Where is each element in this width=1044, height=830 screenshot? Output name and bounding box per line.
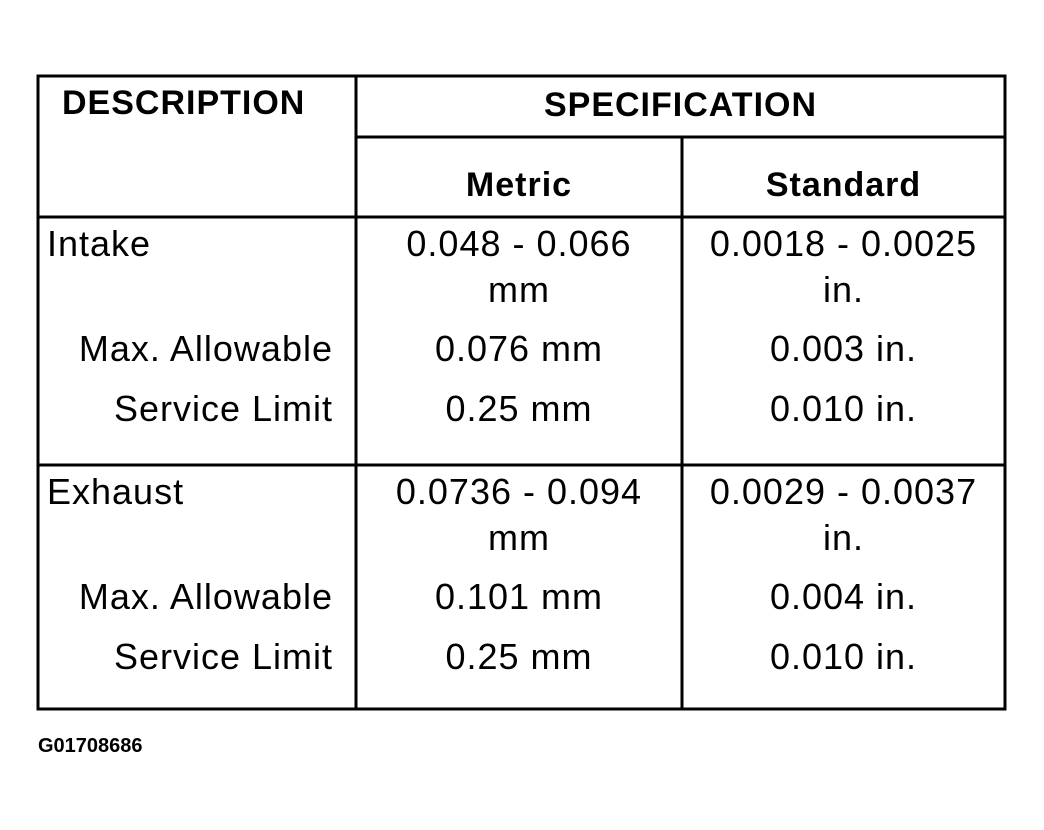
standard-value: 0.0018 - 0.0025 in. (682, 221, 1005, 313)
cell-text: 0.0018 - 0.0025 in. (709, 223, 978, 310)
row-description: Service Limit (113, 636, 333, 677)
header-description: DESCRIPTION (62, 84, 306, 122)
standard-value: 0.0029 - 0.0037 in. (682, 469, 1005, 561)
cell-text: 0.003 in. (769, 328, 918, 369)
metric-value: 0.101 mm (356, 574, 682, 620)
cell-text: 0.010 in. (769, 388, 918, 429)
cell-text: 0.010 in. (769, 636, 918, 677)
cell-text: 0.0029 - 0.0037 in. (709, 471, 978, 558)
metric-value: 0.076 mm (356, 326, 682, 372)
row-description: Exhaust (47, 471, 185, 512)
row-description: Max. Allowable (78, 576, 333, 617)
standard-value: 0.010 in. (682, 386, 1005, 432)
cell-text: 0.004 in. (769, 576, 918, 617)
standard-value: 0.010 in. (682, 634, 1005, 680)
cell-text: 0.048 - 0.066 mm (406, 223, 632, 310)
table-border (36, 74, 1007, 711)
header-specification: SPECIFICATION (543, 86, 818, 124)
figure-caption: G01708686 (38, 735, 143, 757)
cell-text: 0.101 mm (434, 576, 604, 617)
metric-value: 0.0736 - 0.094 mm (356, 469, 682, 561)
metric-value: 0.048 - 0.066 mm (356, 221, 682, 313)
header-metric: Metric (465, 166, 573, 204)
row-description: Intake (47, 223, 152, 264)
metric-value: 0.25 mm (356, 386, 682, 432)
row-description: Service Limit (113, 388, 333, 429)
metric-value: 0.25 mm (356, 634, 682, 680)
standard-value: 0.004 in. (682, 574, 1005, 620)
standard-value: 0.003 in. (682, 326, 1005, 372)
cell-text: 0.0736 - 0.094 mm (395, 471, 643, 558)
cell-text: 0.076 mm (434, 328, 604, 369)
row-description: Max. Allowable (78, 328, 333, 369)
cell-text: 0.25 mm (445, 388, 593, 429)
header-standard: Standard (765, 166, 922, 204)
cell-text: 0.25 mm (445, 636, 593, 677)
